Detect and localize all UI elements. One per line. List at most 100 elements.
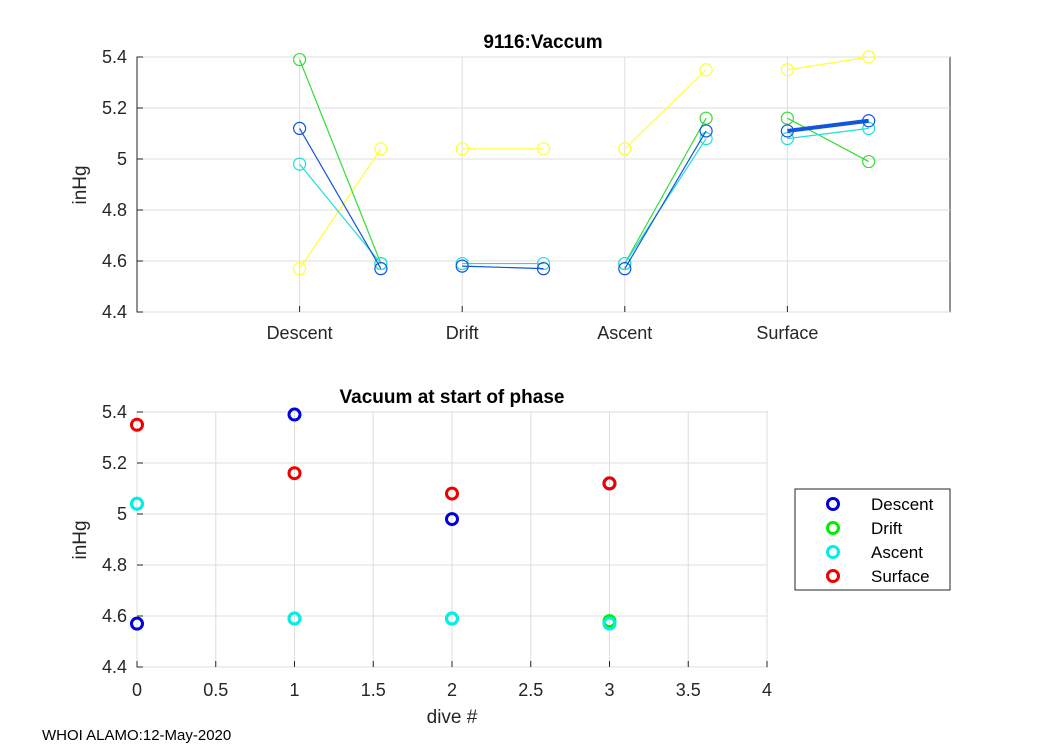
- top-series-line: [624, 138, 707, 264]
- bottom-x-tick-label: 4: [762, 680, 772, 700]
- footer-stamp: WHOI ALAMO:12-May-2020: [42, 727, 232, 744]
- top-data-point: [374, 142, 388, 156]
- top-data-point: [374, 262, 388, 276]
- top-data-point: [293, 52, 307, 67]
- top-data-point: [618, 142, 632, 156]
- bottom-data-point: [287, 611, 302, 626]
- top-series-line: [462, 265, 544, 270]
- top-x-ticks: Descent Drift Ascent Surface: [267, 306, 818, 343]
- top-grid: [137, 56, 950, 313]
- bottom-x-tick-label: 1.5: [361, 680, 386, 700]
- top-data-point: [455, 259, 469, 273]
- bottom-data-point: [130, 417, 144, 432]
- legend-marker: [826, 521, 840, 535]
- top-data-point: [374, 256, 388, 271]
- legend-marker: [826, 497, 840, 511]
- top-y-tick-label: 5.2: [102, 98, 127, 118]
- legend-box: [794, 488, 951, 591]
- top-x-tick-label: Descent: [267, 323, 333, 343]
- legend-marker: [826, 569, 840, 583]
- bottom-y-tick-label: 4.8: [102, 555, 127, 575]
- legend-label: Drift: [871, 519, 902, 538]
- top-data-point: [293, 262, 307, 276]
- top-data-point: [618, 256, 632, 271]
- top-data-point: [780, 132, 795, 146]
- top-data-point: [699, 132, 713, 146]
- top-data-point: [536, 142, 551, 156]
- bottom-data-point: [130, 496, 144, 511]
- bottom-x-tick-label: 1: [289, 680, 299, 700]
- top-series-line: [787, 56, 869, 71]
- top-y-ticks: 4.4 4.6 4.8 5 5.2 5.4: [102, 47, 143, 322]
- bottom-y-tick-label: 5.2: [102, 453, 127, 473]
- top-series-line: [787, 117, 869, 163]
- bottom-x-axis-label: dive #: [427, 707, 478, 728]
- bottom-y-tick-label: 5: [117, 504, 127, 524]
- top-series-line: [624, 117, 707, 264]
- top-series-line: [624, 130, 707, 269]
- top-data-point: [780, 63, 795, 77]
- top-series-line: [787, 118, 869, 133]
- bottom-y-tick-label: 5.4: [102, 402, 127, 422]
- legend: Descent Drift Ascent Surface: [794, 488, 951, 591]
- top-y-axis-label: inHg: [70, 165, 91, 204]
- top-data-point: [618, 262, 632, 276]
- top-series-line: [299, 163, 382, 264]
- top-chart-title: 9116:Vaccum: [483, 32, 602, 53]
- top-series-line: [299, 148, 382, 269]
- bottom-y-axis-label: inHg: [70, 520, 91, 559]
- legend-label: Descent: [871, 495, 934, 514]
- top-data-point: [699, 124, 713, 138]
- top-data-point: [862, 154, 876, 169]
- bottom-chart-title: Vacuum at start of phase: [340, 387, 565, 408]
- top-data-point: [862, 114, 876, 128]
- bottom-x-tick-label: 0.5: [203, 680, 228, 700]
- bottom-y-ticks: 4.4 4.6 4.8 5 5.2 5.4: [102, 402, 143, 677]
- top-data-point: [699, 111, 713, 125]
- bottom-data-point: [445, 611, 459, 626]
- bottom-data-point: [287, 407, 302, 422]
- top-y-tick-label: 4.8: [102, 200, 127, 220]
- top-data-point: [455, 142, 469, 156]
- top-plot-area: [136, 56, 951, 313]
- bottom-data-point: [287, 466, 302, 481]
- top-data-point: [780, 111, 795, 125]
- bottom-y-tick-label: 4.4: [102, 657, 127, 677]
- top-series-line: [299, 128, 382, 269]
- bottom-data-point: [445, 512, 459, 527]
- legend-items: Descent Drift Ascent Surface: [826, 495, 934, 586]
- top-x-tick-label: Ascent: [597, 323, 652, 343]
- bottom-series: [130, 407, 617, 631]
- bottom-chart: 4.4 4.6 4.8 5 5.2 5.4 0 0.5 1 1.5 2 2.5 3 3.5 4 Vacuu…: [70, 387, 951, 728]
- legend-label: Surface: [871, 567, 930, 586]
- bottom-data-point: [130, 616, 144, 631]
- bottom-x-ticks: 0 0.5 1 1.5 2 2.5 3 3.5 4: [132, 661, 772, 700]
- top-series-line: [787, 127, 869, 140]
- top-y-tick-label: 4.6: [102, 251, 127, 271]
- top-data-point: [780, 124, 795, 138]
- top-y-tick-label: 5.4: [102, 47, 127, 67]
- top-data-point: [293, 157, 307, 171]
- bottom-x-tick-label: 3: [604, 680, 614, 700]
- bottom-y-tick-label: 4.6: [102, 606, 127, 626]
- top-data-point: [699, 63, 713, 77]
- top-data-point: [536, 262, 551, 276]
- top-data-point: [293, 121, 307, 135]
- top-y-tick-label: 5: [117, 149, 127, 169]
- top-chart: 4.4 4.6 4.8 5 5.2 5.4 Descent Drift Ascent Surfa…: [70, 32, 951, 343]
- bottom-x-tick-label: 0: [132, 680, 142, 700]
- bottom-x-tick-label: 3.5: [676, 680, 701, 700]
- top-data-point: [862, 50, 876, 64]
- top-series-line: [624, 69, 707, 150]
- bottom-data-point: [445, 486, 459, 501]
- legend-marker: [826, 545, 840, 559]
- top-y-tick-label: 4.4: [102, 302, 127, 322]
- bottom-data-point: [602, 616, 617, 631]
- bottom-x-tick-label: 2: [447, 680, 457, 700]
- top-series-line: [299, 59, 382, 264]
- bottom-x-tick-label: 2.5: [518, 680, 543, 700]
- bottom-data-point: [602, 476, 617, 491]
- top-x-tick-label: Surface: [756, 323, 818, 343]
- top-data-point: [536, 256, 551, 271]
